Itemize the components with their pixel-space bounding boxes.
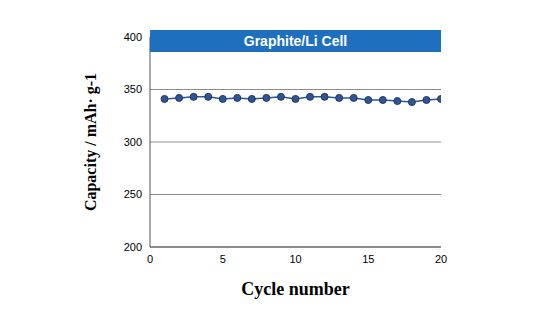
svg-text:20: 20 [435,253,447,265]
svg-text:400: 400 [124,31,142,43]
svg-text:Cycle number: Cycle number [241,279,349,299]
svg-text:10: 10 [289,253,301,265]
svg-text:200: 200 [124,241,142,253]
svg-text:0: 0 [147,253,153,265]
html-text:Graphite/Li Cell: Graphite/Li Cell [243,33,348,49]
svg-text:300: 300 [124,136,142,148]
svg-text:350: 350 [124,83,142,95]
svg-text:15: 15 [362,253,374,265]
svg-text:5: 5 [220,253,226,265]
svg-text:250: 250 [124,188,142,200]
svg-text:Capacity / mAh· g-1: Capacity / mAh· g-1 [82,73,100,211]
